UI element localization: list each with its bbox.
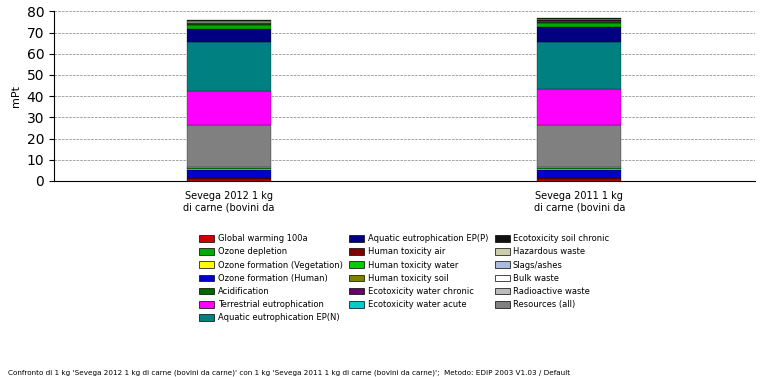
Bar bbox=[537, 178, 621, 179]
Bar bbox=[187, 178, 271, 179]
Bar bbox=[537, 27, 621, 42]
Bar bbox=[537, 169, 621, 170]
Bar bbox=[187, 42, 271, 91]
Bar bbox=[187, 21, 271, 22]
Bar bbox=[187, 168, 271, 169]
Bar bbox=[187, 125, 271, 167]
Bar bbox=[537, 23, 621, 27]
Bar bbox=[537, 125, 621, 167]
Bar bbox=[187, 24, 271, 25]
Bar bbox=[187, 167, 271, 168]
Legend: Global warming 100a, Ozone depletion, Ozone formation (Vegetation), Ozone format: Global warming 100a, Ozone depletion, Oz… bbox=[198, 233, 611, 324]
Bar bbox=[187, 25, 271, 29]
Bar bbox=[537, 20, 621, 21]
Bar bbox=[187, 169, 271, 170]
Bar bbox=[187, 20, 271, 21]
Bar bbox=[537, 19, 621, 20]
Bar bbox=[537, 168, 621, 169]
Bar bbox=[187, 23, 271, 24]
Bar bbox=[537, 170, 621, 178]
Bar bbox=[537, 42, 621, 89]
Y-axis label: mPt: mPt bbox=[11, 85, 21, 107]
Bar bbox=[537, 21, 621, 22]
Bar bbox=[537, 89, 621, 125]
Bar bbox=[537, 18, 621, 19]
Bar bbox=[537, 167, 621, 168]
Bar bbox=[537, 22, 621, 23]
Bar bbox=[537, 179, 621, 181]
Bar bbox=[187, 91, 271, 125]
Bar bbox=[187, 179, 271, 181]
Bar bbox=[187, 22, 271, 23]
Bar bbox=[187, 170, 271, 178]
Text: Confronto di 1 kg 'Sevega 2012 1 kg di carne (bovini da carne)' con 1 kg 'Sevega: Confronto di 1 kg 'Sevega 2012 1 kg di c… bbox=[8, 370, 570, 376]
Bar bbox=[187, 29, 271, 42]
